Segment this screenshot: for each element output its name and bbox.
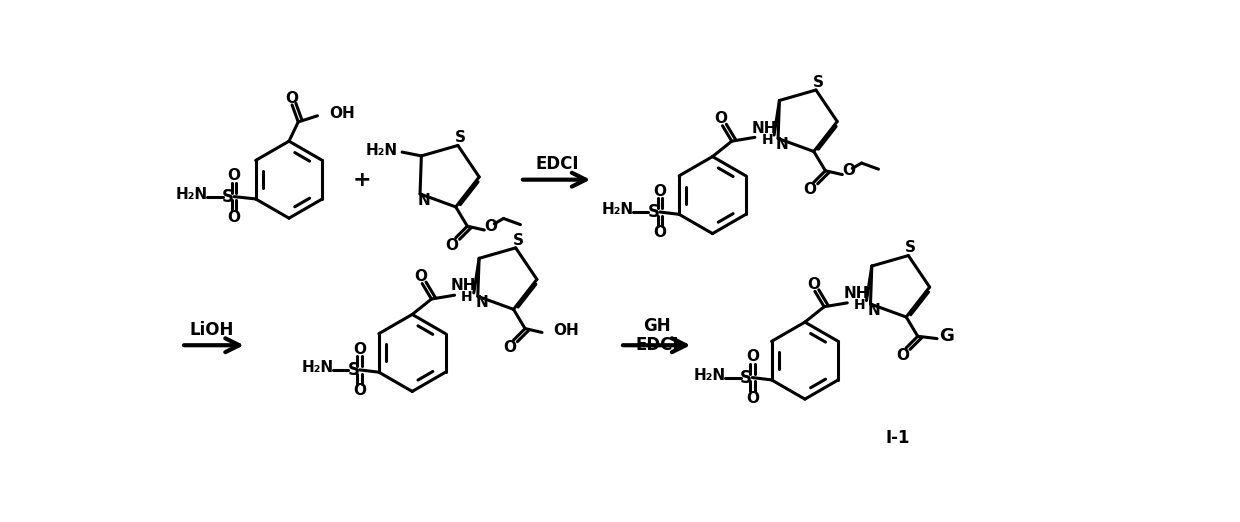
Text: OH: OH bbox=[553, 323, 579, 338]
Text: S: S bbox=[905, 240, 916, 255]
Text: H₂N: H₂N bbox=[301, 360, 334, 375]
Text: O: O bbox=[285, 91, 299, 106]
Text: +: + bbox=[353, 170, 372, 189]
Text: NH: NH bbox=[843, 286, 869, 301]
Text: O: O bbox=[414, 269, 427, 284]
Text: O: O bbox=[653, 184, 666, 199]
Text: S: S bbox=[222, 187, 234, 206]
Text: NH: NH bbox=[451, 278, 476, 293]
Text: I-1: I-1 bbox=[885, 429, 910, 447]
Text: S: S bbox=[647, 203, 660, 221]
Text: O: O bbox=[503, 340, 516, 355]
Text: H₂N: H₂N bbox=[176, 187, 208, 202]
Text: H₂N: H₂N bbox=[601, 202, 634, 217]
Text: S: S bbox=[812, 75, 823, 90]
Text: O: O bbox=[895, 348, 909, 363]
Text: G: G bbox=[939, 327, 954, 345]
Text: O: O bbox=[804, 183, 816, 197]
Text: S: S bbox=[512, 233, 523, 247]
Text: O: O bbox=[228, 168, 241, 183]
Text: O: O bbox=[353, 341, 366, 357]
Text: O: O bbox=[714, 111, 728, 126]
Text: O: O bbox=[807, 277, 820, 292]
Text: O: O bbox=[745, 349, 759, 364]
Text: LiOH: LiOH bbox=[190, 321, 234, 339]
Text: O: O bbox=[353, 383, 366, 398]
Text: N: N bbox=[418, 193, 430, 208]
Text: O: O bbox=[745, 391, 759, 406]
Text: O: O bbox=[842, 163, 854, 178]
Text: H: H bbox=[854, 298, 866, 312]
Text: S: S bbox=[455, 130, 466, 145]
Text: NH: NH bbox=[751, 121, 776, 136]
Text: N: N bbox=[775, 137, 789, 152]
Text: H₂N: H₂N bbox=[366, 143, 397, 158]
Text: O: O bbox=[445, 238, 459, 253]
Text: O: O bbox=[653, 226, 666, 240]
Text: H: H bbox=[461, 290, 472, 304]
Text: OH: OH bbox=[329, 106, 355, 121]
Text: N: N bbox=[868, 303, 880, 318]
Text: O: O bbox=[484, 219, 497, 234]
Text: GH: GH bbox=[644, 317, 671, 335]
Text: O: O bbox=[228, 210, 241, 225]
Text: N: N bbox=[475, 295, 489, 310]
Text: S: S bbox=[347, 361, 360, 379]
Text: H₂N: H₂N bbox=[694, 368, 727, 383]
Text: S: S bbox=[740, 369, 753, 387]
Text: EDCI: EDCI bbox=[635, 336, 678, 354]
Text: EDCI: EDCI bbox=[536, 155, 579, 173]
Text: H: H bbox=[761, 133, 773, 147]
